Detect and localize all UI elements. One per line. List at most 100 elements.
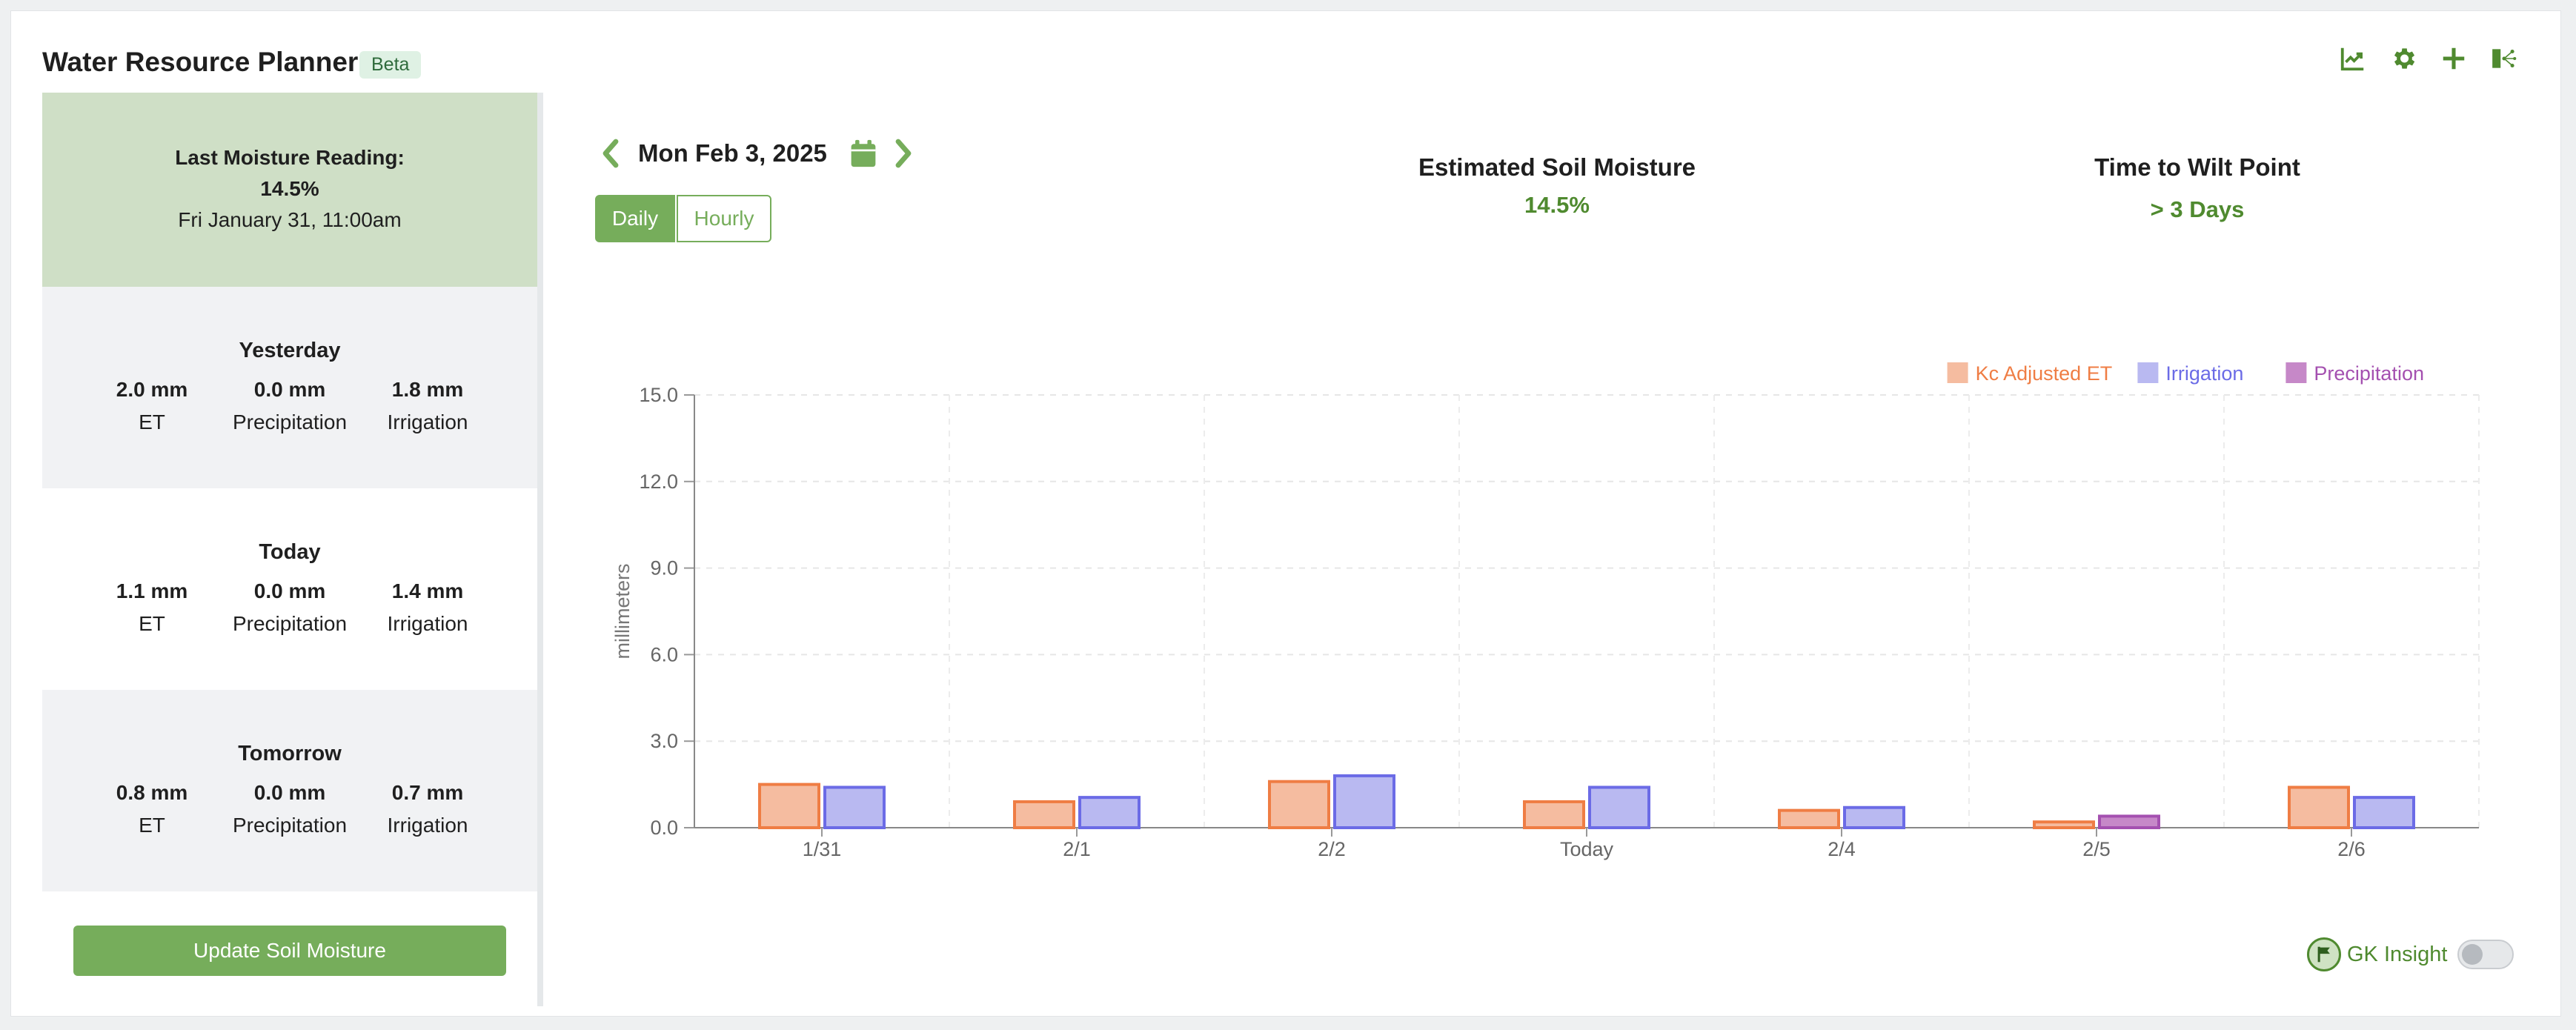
y-tick-label: 15.0 — [639, 384, 678, 406]
day-summary-today: Today 1.1 mm ET 0.0 mm Precipitation 1.4 m… — [42, 488, 537, 690]
bar-kc-adjusted-et — [2288, 785, 2350, 830]
chevron-right-icon[interactable] — [891, 139, 917, 168]
stat-label: ET — [139, 411, 165, 433]
y-tick-label: 9.0 — [650, 557, 678, 579]
stat-label: Precipitation — [232, 612, 348, 635]
day-summary-yesterday: Yesterday 2.0 mm ET 0.0 mm Precipitation 1… — [42, 287, 537, 488]
y-tick-label: 3.0 — [650, 730, 678, 752]
x-tick-label: 2/4 — [1828, 838, 1856, 860]
plus-icon[interactable] — [2439, 44, 2469, 73]
share-icon[interactable] — [2489, 44, 2519, 73]
soil-moisture-value: 14.5% — [1524, 192, 1590, 218]
sidebar-divider — [537, 93, 543, 1006]
bar-kc-adjusted-et — [1523, 800, 1585, 830]
stat-value: 0.0 mm — [253, 378, 326, 401]
bar-irrigation — [1333, 774, 1395, 829]
gk-insight: GK Insight — [2307, 937, 2514, 971]
legend-label: Precipitation — [2314, 362, 2424, 385]
y-tick-label: 12.0 — [639, 471, 678, 493]
calendar-icon[interactable] — [849, 139, 877, 168]
date-navigator: Mon Feb 3, 2025 — [597, 139, 917, 168]
stat-value: 0.8 mm — [116, 781, 188, 804]
last-moisture-reading: Last Moisture Reading: 14.5% Fri January… — [42, 93, 537, 287]
estimated-soil-moisture: Estimated Soil Moisture 14.5% — [1394, 153, 1720, 219]
stat-value: 2.0 mm — [116, 378, 188, 401]
stat-label: ET — [139, 814, 165, 837]
header-toolbar — [2338, 44, 2519, 73]
bar-irrigation — [1843, 805, 1905, 829]
hourly-toggle[interactable]: Hourly — [677, 195, 771, 242]
gk-insight-toggle[interactable] — [2457, 940, 2514, 969]
stat-et: 2.0 mm ET — [83, 378, 221, 434]
app-card: Water Resource Planner Beta Last Moistur… — [10, 10, 2561, 1017]
stat-precipitation: 0.0 mm Precipitation — [221, 378, 359, 434]
stat-value: 0.7 mm — [391, 781, 464, 804]
app-title: Water Resource Planner — [42, 47, 359, 77]
current-date: Mon Feb 3, 2025 — [638, 139, 827, 167]
moisture-bar-chart: 0.0 3.0 6.0 9.0 12.0 15.0 1/31 2/1 2/2 Today 2/4 2/… — [611, 362, 2480, 860]
legend-swatch — [2137, 362, 2159, 383]
last-reading-value: 14.5% — [260, 177, 319, 200]
last-reading-label: Last Moisture Reading: — [175, 146, 405, 169]
day-summary-tomorrow: Tomorrow 0.8 mm ET 0.0 mm Precipitation 0.… — [42, 690, 537, 891]
legend-swatch — [1947, 362, 1968, 383]
gk-insight-label: GK Insight — [2347, 942, 2448, 966]
interval-toggle: Daily Hourly — [595, 195, 771, 242]
y-axis-label: millimeters — [611, 563, 634, 659]
chart-line-icon[interactable] — [2338, 44, 2368, 73]
bar-kc-adjusted-et — [1778, 808, 1840, 830]
stat-value: 1.1 mm — [116, 579, 188, 602]
bar-precipitation — [2098, 814, 2160, 830]
wilt-point-value: > 3 Days — [2150, 196, 2245, 222]
daily-toggle[interactable]: Daily — [595, 195, 675, 242]
soil-moisture-label: Estimated Soil Moisture — [1418, 153, 1696, 181]
y-tick-label: 6.0 — [650, 643, 678, 665]
stat-et: 0.8 mm ET — [83, 781, 221, 837]
stat-value: 0.0 mm — [253, 579, 326, 602]
x-tick-label: 2/1 — [1063, 838, 1091, 860]
wilt-point-label: Time to Wilt Point — [2094, 153, 2300, 181]
stat-label: Irrigation — [387, 411, 468, 433]
chevron-left-icon[interactable] — [597, 139, 623, 168]
y-tick-label: 0.0 — [650, 817, 678, 839]
beta-badge: Beta — [359, 51, 422, 79]
stat-et: 1.1 mm ET — [83, 579, 221, 636]
flag-icon — [2307, 937, 2341, 971]
stat-label: Precipitation — [232, 814, 348, 837]
x-tick-label: 2/5 — [2082, 838, 2111, 860]
day-title: Today — [259, 540, 321, 564]
gear-icon[interactable] — [2389, 44, 2418, 73]
x-tick-label: Today — [1560, 838, 1614, 860]
stat-irrigation: 1.4 mm Irrigation — [359, 579, 497, 636]
x-tick-label: 1/31 — [803, 838, 842, 860]
stat-precipitation: 0.0 mm Precipitation — [221, 781, 359, 837]
update-soil-moisture-button[interactable]: Update Soil Moisture — [73, 926, 506, 976]
time-to-wilt-point: Time to Wilt Point > 3 Days — [2071, 153, 2323, 223]
day-title: Yesterday — [239, 339, 341, 362]
legend-swatch — [2285, 362, 2307, 383]
day-title: Tomorrow — [238, 742, 342, 765]
legend-label: Kc Adjusted ET — [1976, 362, 2113, 385]
stat-irrigation: 1.8 mm Irrigation — [359, 378, 497, 434]
stat-label: Precipitation — [232, 411, 348, 433]
stat-label: ET — [139, 612, 165, 635]
last-reading-date: Fri January 31, 11:00am — [178, 208, 402, 231]
bar-irrigation — [1588, 785, 1650, 830]
stat-value: 1.8 mm — [391, 378, 464, 401]
bar-kc-adjusted-et — [1268, 780, 1330, 829]
x-tick-label: 2/2 — [1318, 838, 1346, 860]
stat-label: Irrigation — [387, 814, 468, 837]
stat-precipitation: 0.0 mm Precipitation — [221, 579, 359, 636]
stat-label: Irrigation — [387, 612, 468, 635]
sidebar: Last Moisture Reading: 14.5% Fri January… — [42, 93, 537, 1006]
stat-value: 1.4 mm — [391, 579, 464, 602]
stat-value: 0.0 mm — [253, 781, 326, 804]
legend-label: Irrigation — [2165, 362, 2243, 385]
toggle-knob — [2462, 944, 2483, 965]
x-tick-label: 2/6 — [2337, 838, 2366, 860]
bar-kc-adjusted-et — [758, 783, 820, 829]
bar-kc-adjusted-et — [2033, 820, 2095, 829]
bar-kc-adjusted-et — [1013, 800, 1075, 830]
stat-irrigation: 0.7 mm Irrigation — [359, 781, 497, 837]
bar-irrigation — [823, 785, 886, 830]
